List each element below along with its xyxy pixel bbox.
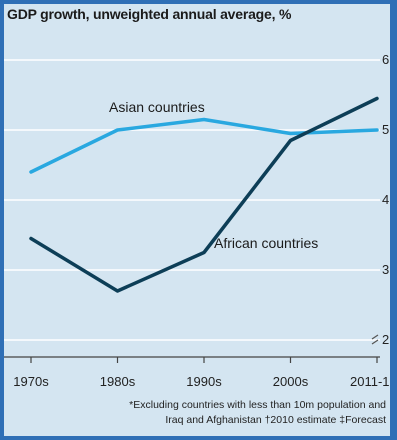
y-tick-label: 3 — [382, 262, 389, 277]
y-tick-label: 2 — [382, 332, 389, 347]
x-tick-label: 1970s — [13, 374, 49, 389]
footnote-line-2: Iraq and Afghanistan †2010 estimate ‡For… — [165, 414, 386, 426]
chart-panel: GDP growth, unweighted annual average, %… — [4, 4, 390, 436]
series-line-0 — [29, 117, 379, 174]
y-tick-label: 6 — [382, 52, 389, 67]
chart-footnote: *Excluding countries with less than 10m … — [129, 398, 386, 428]
chart-title: GDP growth, unweighted annual average, % — [7, 6, 292, 22]
x-tick-label: 1990s — [186, 374, 222, 389]
x-tick-label: 2011-15‡ — [350, 374, 390, 389]
y-tick-label: 4 — [382, 192, 389, 207]
series-label: Asian countries — [109, 99, 205, 115]
y-tick-label: 5 — [382, 122, 389, 137]
x-tick-label: 1980s — [100, 374, 136, 389]
series-line-1 — [29, 96, 379, 293]
x-tick-label: 2000s — [273, 374, 309, 389]
series-label: African countries — [214, 235, 318, 251]
line-chart: 2 3 4 5 6 1970s 1980s 1990s 2000s 2011-15‡ Asian c… — [4, 52, 390, 389]
footnote-line-1: *Excluding countries with less than 10m … — [129, 399, 386, 411]
axis-break-icon — [371, 334, 379, 345]
